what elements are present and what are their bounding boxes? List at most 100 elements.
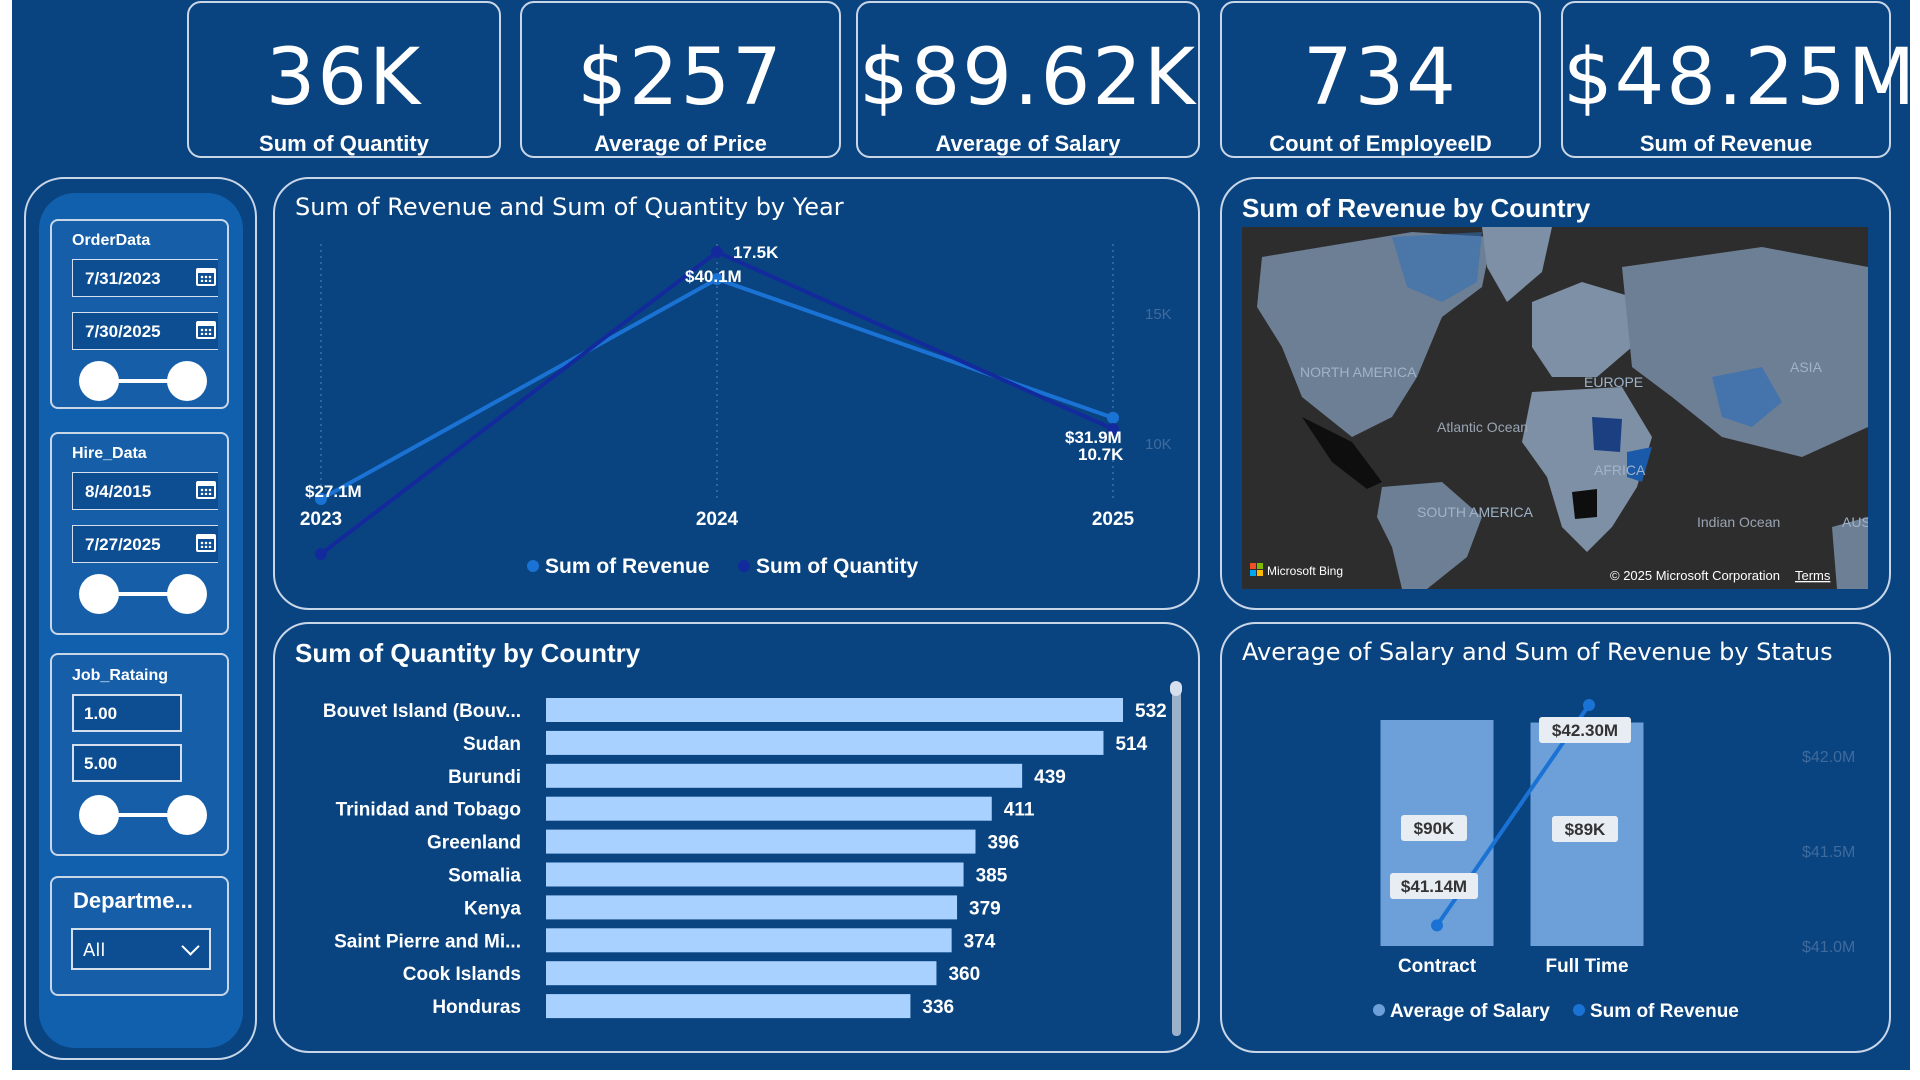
panel-title: Sum of Revenue by Country — [1242, 193, 1591, 223]
filter-panel-inner: OrderData 7/31/2023 7/30/2025 Hire_Data — [39, 193, 243, 1048]
legend-marker-revenue — [527, 560, 539, 572]
bar[interactable] — [546, 796, 992, 821]
slider-handle-max[interactable] — [167, 574, 207, 614]
bar[interactable] — [546, 895, 958, 920]
slider-handle-min[interactable] — [79, 361, 119, 401]
revenue-data-label: $40.1M — [685, 267, 742, 286]
kpi-card-revenue[interactable]: $48.25M Sum of Revenue — [1561, 1, 1915, 158]
kpi-label: Count of EmployeeID — [1269, 131, 1492, 156]
bar-value-label: 439 — [1034, 767, 1066, 788]
bar[interactable] — [546, 763, 1023, 788]
kpi-label: Sum of Revenue — [1639, 131, 1813, 156]
category-label: Kenya — [464, 898, 521, 919]
kpi-card-salary[interactable]: $89.62K Average of Salary — [856, 1, 1200, 158]
slider-handle-min[interactable] — [79, 574, 119, 614]
calendar-icon[interactable] — [196, 321, 216, 339]
kpi-label: Average of Price — [594, 131, 767, 156]
bar-value-label: 374 — [964, 931, 996, 952]
kpi-card-price[interactable]: $257 Average of Price — [520, 1, 841, 158]
chevron-down-icon[interactable] — [181, 937, 200, 956]
bar[interactable] — [546, 730, 1104, 755]
x-tick-label: 2024 — [696, 509, 739, 530]
slider-handle-min[interactable] — [79, 795, 119, 835]
category-label: Somalia — [448, 866, 521, 887]
department-slicer: Departme... All — [50, 876, 229, 996]
continent-europe — [1532, 282, 1632, 377]
logo-square — [1250, 563, 1256, 569]
calendar-icon[interactable] — [196, 268, 216, 286]
bing-logo — [1250, 563, 1263, 576]
rating-range-slider[interactable] — [79, 795, 207, 835]
world-map[interactable]: NORTH AMERICA EUROPE ASIA Atlantic Ocean AFR… — [1242, 227, 1868, 589]
category-label: Greenland — [427, 833, 521, 854]
filter-panel: OrderData 7/31/2023 7/30/2025 Hire_Data — [24, 177, 257, 1060]
order-date-slicer: OrderData 7/31/2023 7/30/2025 — [50, 219, 229, 409]
kpi-card-quantity[interactable]: 36K Sum of Quantity — [187, 1, 501, 158]
kpi-value: 734 — [1303, 33, 1458, 123]
map-region-label: NORTH AMERICA — [1300, 364, 1417, 380]
rating-min-input[interactable]: 1.00 — [72, 694, 182, 732]
bar[interactable] — [546, 961, 937, 986]
country-somalia — [1627, 447, 1652, 482]
bar-value-label: 514 — [1115, 734, 1147, 755]
line-chart: 15K 10K $27.1M $40.1M $31.9M 17.5K 10.7K 2023 20… — [300, 243, 1172, 578]
revenue-by-country-panel: Sum of Revenue by Country NORTH AMERICA E… — [1220, 177, 1891, 610]
revenue-data-label: $41.14M — [1401, 877, 1467, 896]
date-value: 7/27/2025 — [85, 535, 161, 554]
order-date-to[interactable]: 7/30/2025 — [72, 312, 218, 350]
bar[interactable] — [546, 862, 964, 887]
salary-data-label-bg — [1401, 815, 1467, 841]
revenue-data-label: $31.9M — [1065, 428, 1122, 447]
calendar-icon[interactable] — [196, 481, 216, 499]
revenue-data-label: $27.1M — [305, 482, 362, 501]
map-terms-link[interactable]: Terms — [1795, 568, 1831, 583]
dashboard-canvas: 36K Sum of Quantity $257 Average of Pric… — [12, 0, 1915, 1070]
legend-label: Sum of Revenue — [1590, 1001, 1739, 1022]
scrollbar-thumb[interactable] — [1170, 681, 1182, 696]
panel-title: Sum of Revenue and Sum of Quantity by Ye… — [295, 193, 844, 221]
slider-track — [97, 592, 189, 596]
bar-value-label: 385 — [976, 866, 1008, 887]
revenue-quantity-by-year-panel: Sum of Revenue and Sum of Quantity by Ye… — [273, 177, 1200, 610]
combo-chart: $42.0M $41.5M $41.0M $90K $89K $41.14M $42.30M… — [1373, 699, 1855, 1022]
quantity-by-country-panel: Sum of Quantity by Country Bouvet Island… — [273, 622, 1200, 1053]
bar[interactable] — [546, 928, 952, 953]
y2-tick-label: 15K — [1145, 306, 1172, 323]
department-dropdown[interactable]: All — [71, 928, 211, 970]
legend-marker-quantity — [738, 560, 750, 572]
order-date-range-slider[interactable] — [79, 361, 207, 401]
map-region-label: SOUTH AMERICA — [1417, 504, 1534, 520]
kpi-value: $89.62K — [858, 33, 1198, 123]
hire-date-from[interactable]: 8/4/2015 — [72, 472, 218, 510]
bar-value-label: 411 — [1004, 800, 1035, 821]
calendar-icon[interactable] — [196, 534, 216, 552]
revenue-data-label-bg — [1539, 717, 1631, 743]
kpi-card-employee-count[interactable]: 734 Count of EmployeeID — [1220, 1, 1541, 158]
rating-max-input[interactable]: 5.00 — [72, 744, 182, 782]
slider-handle-max[interactable] — [167, 795, 207, 835]
dropdown-value: All — [83, 940, 106, 961]
continent-greenland — [1482, 227, 1552, 302]
hire-date-range-slider[interactable] — [79, 574, 207, 614]
quantity-data-label: 17.5K — [733, 243, 779, 262]
bar[interactable] — [546, 698, 1123, 722]
map-region-label: ASIA — [1790, 359, 1823, 375]
hire-date-to[interactable]: 7/27/2025 — [72, 525, 218, 563]
quantity-point — [711, 246, 723, 258]
bar[interactable] — [546, 994, 911, 1019]
category-label: Saint Pierre and Mi... — [334, 931, 521, 952]
revenue-point — [1583, 699, 1595, 711]
continent-australia — [1832, 517, 1868, 589]
category-label: Honduras — [432, 997, 521, 1018]
legend-label: Sum of Revenue — [545, 555, 710, 578]
slicer-title: Job_Rataing — [72, 667, 169, 684]
bar-value-label: 336 — [922, 997, 954, 1018]
legend-marker-salary — [1373, 1004, 1385, 1016]
date-value: 8/4/2015 — [85, 482, 152, 501]
order-date-from[interactable]: 7/31/2023 — [72, 259, 218, 297]
salary-revenue-by-status-panel: Average of Salary and Sum of Revenue by … — [1220, 622, 1891, 1053]
y2-tick-label: $41.5M — [1802, 844, 1855, 861]
bar[interactable] — [546, 829, 976, 854]
slider-handle-max[interactable] — [167, 361, 207, 401]
logo-square — [1257, 563, 1263, 569]
